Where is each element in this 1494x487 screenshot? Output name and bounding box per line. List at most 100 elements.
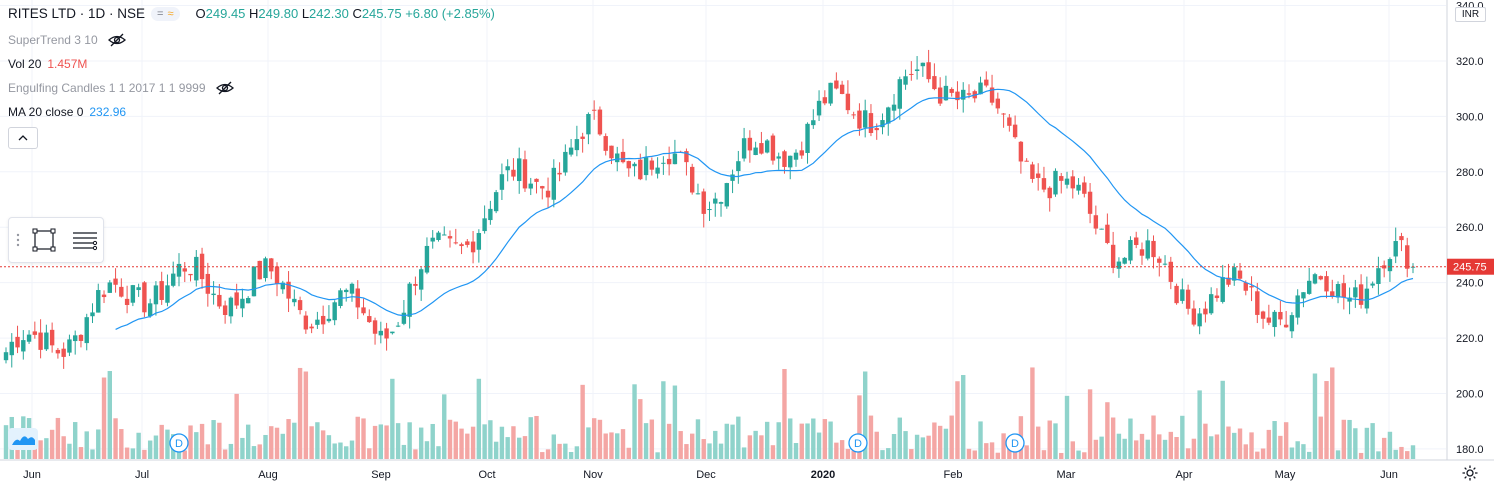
candle-body [886, 107, 891, 124]
volume-bar [1255, 451, 1260, 459]
dividend-marker[interactable] [848, 433, 868, 453]
dividend-marker[interactable] [169, 433, 189, 453]
ma-line [115, 88, 1414, 330]
candle-body [932, 76, 937, 90]
volume-bar [666, 423, 672, 459]
candle-body [880, 120, 885, 128]
volume-bar [1070, 441, 1075, 459]
hidden-eye-icon[interactable] [215, 81, 234, 95]
volume-bar [430, 423, 435, 459]
candle-body [897, 79, 902, 109]
currency-badge[interactable]: INR [1455, 7, 1486, 22]
candle-body [828, 82, 833, 104]
symbol-title[interactable]: RITES LTD · 1D · NSE [8, 6, 146, 21]
collapse-legend-button[interactable] [8, 127, 38, 149]
chevron-up-icon [18, 135, 28, 141]
candle-body [661, 162, 666, 164]
volume-bar [78, 447, 84, 459]
volume-bar [1335, 450, 1341, 459]
volume-bar [459, 428, 464, 459]
volume-bar [1105, 402, 1110, 459]
volume-bar [292, 422, 297, 459]
candle-body [984, 79, 989, 86]
volume-bar [274, 427, 280, 459]
engulfing-row[interactable]: Engulfing Candles 1 1 2017 1 1 9999 [8, 76, 234, 100]
volume-bar [1047, 420, 1052, 459]
candle-body [159, 281, 164, 300]
candle-body [770, 135, 776, 161]
volume-bar [776, 422, 781, 459]
drag-handle-icon[interactable] [12, 230, 24, 250]
time-tick-label: May [1275, 469, 1296, 481]
time-tick-label: Nov [583, 469, 603, 481]
hidden-eye-icon[interactable] [107, 33, 126, 47]
volume-bar [309, 426, 314, 459]
volume-bar [1099, 436, 1104, 459]
lines-list-icon[interactable] [70, 226, 100, 254]
candle-body [1203, 308, 1208, 315]
candle-body [528, 183, 533, 189]
volume-bar [1082, 452, 1087, 459]
candle-body [447, 236, 453, 239]
ma-row[interactable]: MA 20 close 0 232.96 [8, 100, 234, 124]
candle-body [989, 87, 995, 103]
volume-bar [1162, 439, 1168, 459]
candle-body [1243, 282, 1248, 291]
candle-body [217, 294, 222, 307]
volume-bar [1370, 423, 1375, 459]
candle-body [15, 336, 20, 348]
candle-body [96, 290, 101, 313]
volume-bar [1249, 432, 1254, 459]
volume-bar [741, 447, 747, 459]
tradingview-logo-icon[interactable] [8, 428, 38, 450]
volume-bar [1208, 436, 1214, 459]
candle-body [511, 169, 516, 177]
candle-body [1399, 236, 1404, 241]
candle-body [943, 85, 949, 101]
volume-bar [493, 441, 499, 459]
candle-body [407, 283, 412, 317]
volume-bar [1324, 381, 1329, 459]
candle-body [937, 87, 943, 104]
volume-bar [828, 421, 833, 459]
status-badges[interactable]: = ≈ [151, 6, 180, 21]
volume-bar [332, 443, 337, 459]
candle-body [1059, 176, 1064, 181]
candle-body [372, 320, 378, 334]
time-tick-label: Jun [23, 469, 41, 481]
price-tick-label: 180.0 [1456, 444, 1484, 456]
time-tick-label: 2020 [811, 469, 835, 481]
drawing-toolbox[interactable] [8, 217, 104, 263]
supertrend-row[interactable]: SuperTrend 3 10 [8, 28, 234, 52]
volume-row[interactable]: Vol 20 1.457M [8, 52, 234, 76]
candle-body [280, 282, 285, 290]
candle-body [1191, 308, 1197, 325]
volume-bar [234, 393, 239, 459]
volume-bar [886, 448, 891, 459]
volume-bar [528, 417, 533, 459]
candle-body [395, 325, 401, 327]
volume-bar [1128, 418, 1133, 459]
candle-body [26, 334, 32, 342]
candle-body [1255, 291, 1260, 315]
volume-bar [857, 395, 862, 459]
candle-body [1139, 249, 1145, 256]
volume-bar [989, 442, 995, 459]
candle-body [1358, 284, 1364, 305]
volume-bar [240, 437, 245, 459]
candle-body [482, 218, 487, 232]
volume-bar [603, 433, 608, 459]
candle-body [124, 298, 130, 305]
candle-body [747, 137, 753, 151]
change-value: +6.80 (+2.85%) [405, 6, 495, 21]
settings-gear-icon[interactable] [1461, 464, 1479, 482]
volume-bar [1024, 445, 1029, 459]
dividend-marker[interactable] [1005, 433, 1025, 453]
volume-bar [747, 435, 753, 459]
volume-bar [182, 450, 187, 459]
candle-body [1064, 178, 1070, 185]
candle-body [1105, 224, 1110, 243]
candle-body [430, 237, 435, 242]
rectangle-select-icon[interactable] [30, 226, 58, 254]
